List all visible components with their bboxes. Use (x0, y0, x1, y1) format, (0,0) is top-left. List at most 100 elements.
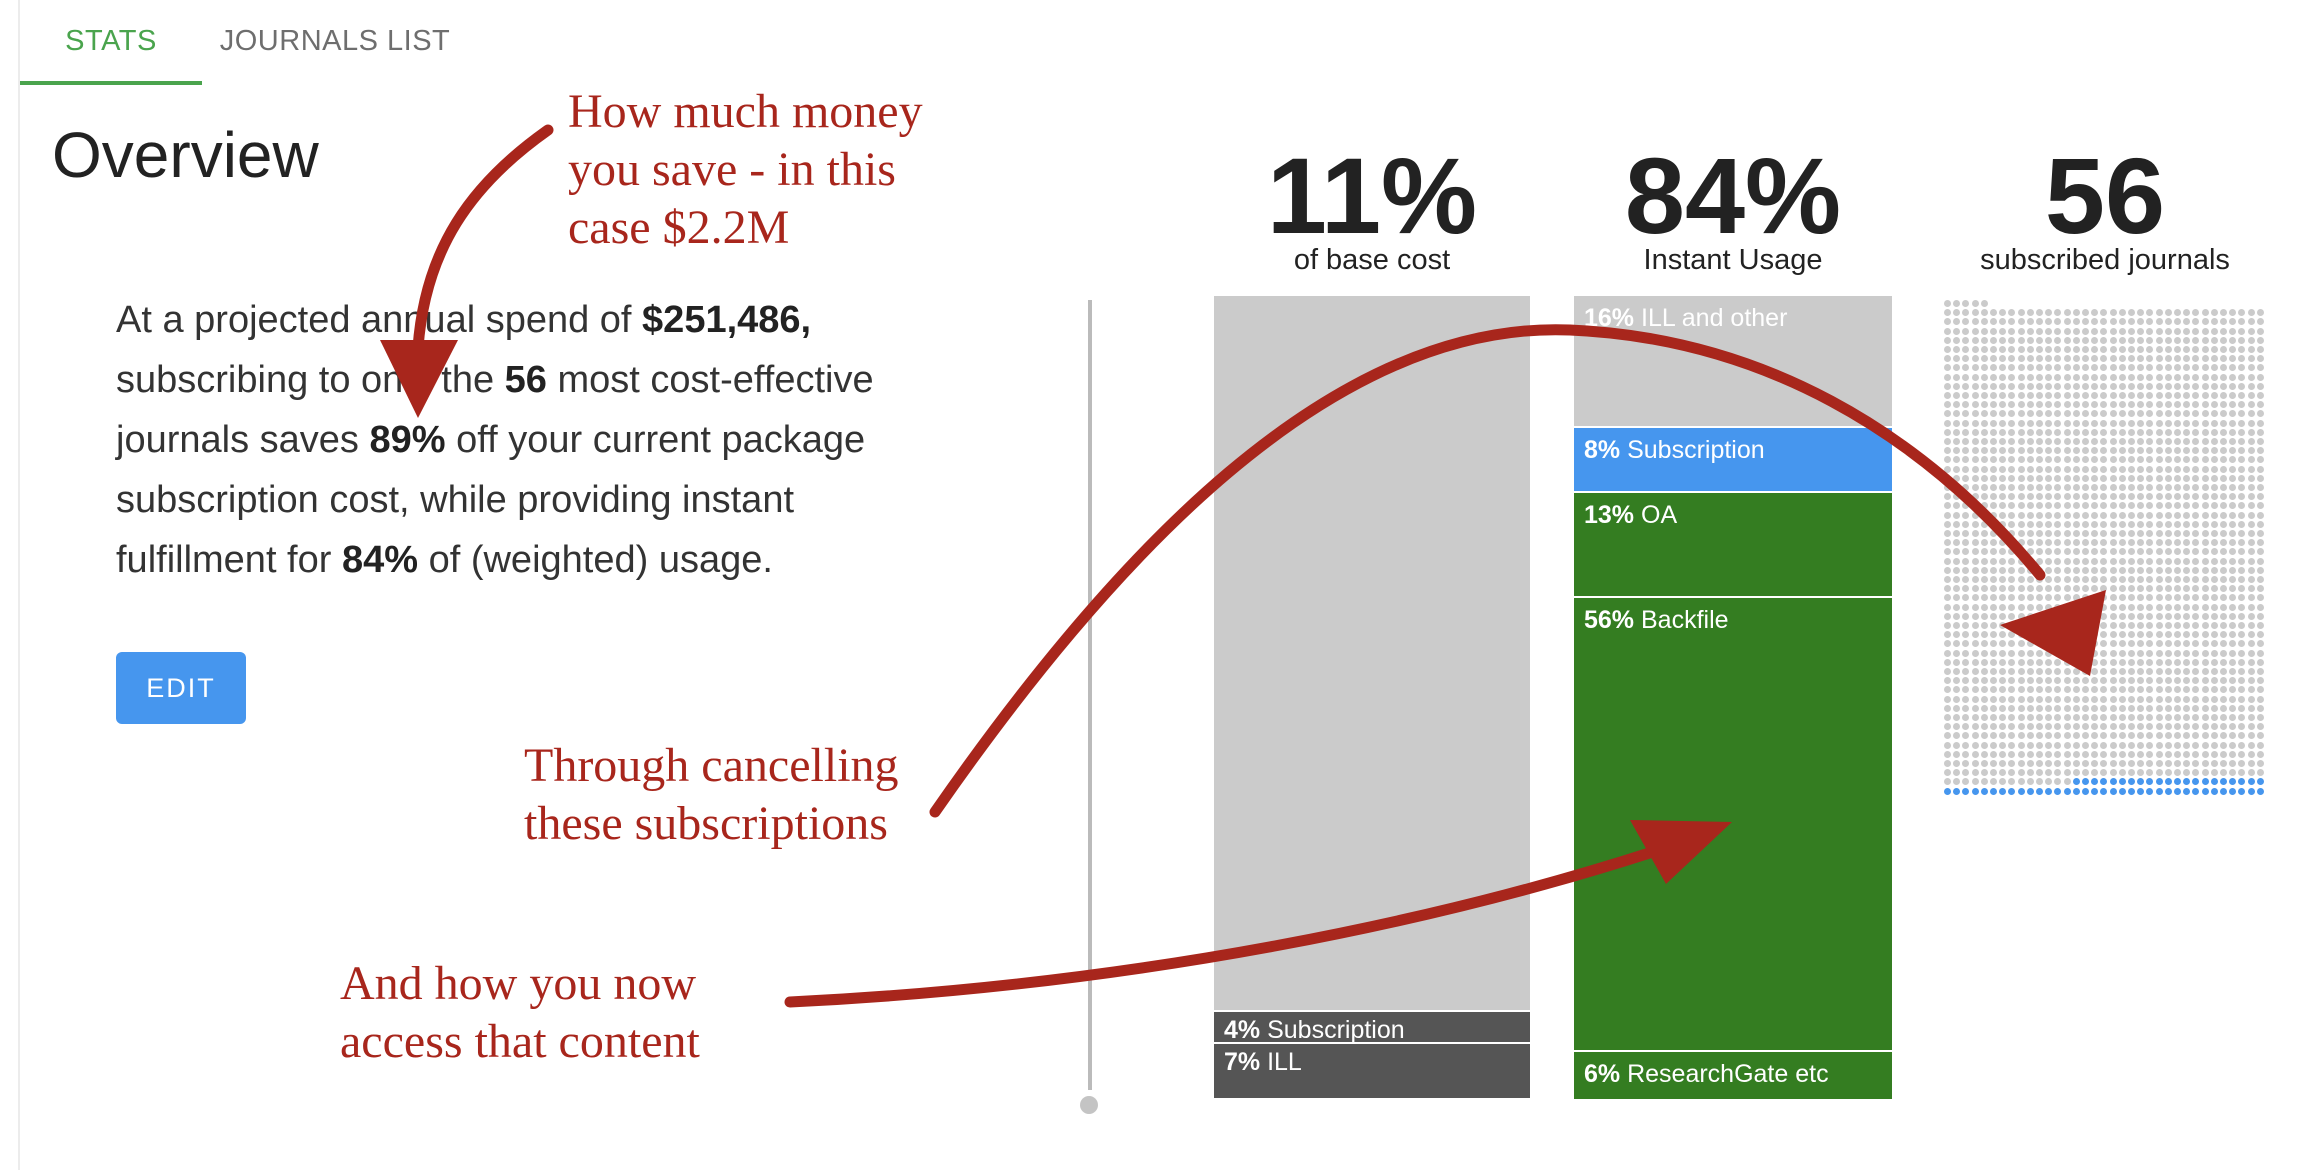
journal-dot (2128, 539, 2135, 547)
journal-dot (1980, 760, 1988, 767)
tab-journals-list[interactable]: JOURNALS LIST (219, 24, 451, 57)
journal-dot (2100, 640, 2108, 648)
journal-dot (2229, 566, 2237, 574)
journal-dot (2091, 318, 2099, 326)
journal-dot (2082, 548, 2089, 556)
journal-dot (1980, 778, 1988, 786)
journal-dot (2174, 704, 2181, 712)
journal-dot (1999, 392, 2007, 399)
journal-dot (2247, 741, 2255, 749)
journal-dot (2091, 465, 2099, 473)
journal-dot (2082, 318, 2089, 326)
journal-dot (2210, 484, 2218, 491)
journal-dot (2174, 355, 2181, 363)
journal-dot (2256, 410, 2264, 418)
journal-dot (1962, 640, 1970, 648)
journal-dot (2201, 520, 2209, 528)
journal-dot (2008, 336, 2016, 344)
journal-dot (2054, 741, 2062, 749)
journal-dot (1990, 392, 1997, 399)
journal-dot (2256, 401, 2264, 409)
journal-dot (1962, 474, 1970, 482)
journal-dot (2045, 594, 2053, 602)
journal-dot (2063, 336, 2071, 344)
timeline-track[interactable] (1088, 300, 1092, 1090)
journal-dot (2174, 447, 2181, 455)
journal-dot (2026, 778, 2034, 786)
journal-dot (2146, 327, 2154, 335)
journal-dot (2100, 585, 2108, 593)
journal-dot (2137, 309, 2145, 317)
usage-caption: Instant Usage (1643, 244, 1823, 276)
journal-dot (2201, 677, 2209, 685)
journal-dot (2174, 668, 2181, 675)
journal-dot (2210, 382, 2218, 390)
journal-dot (1999, 511, 2007, 519)
journal-dot (1990, 585, 1997, 593)
journal-dot (2017, 723, 2025, 731)
journal-dot (2192, 355, 2200, 363)
journal-dot (2247, 668, 2255, 675)
journal-dot (2247, 309, 2255, 317)
journal-dot (2072, 704, 2080, 712)
journal-dot (2109, 622, 2117, 629)
journal-dot (2063, 447, 2071, 455)
journal-dot (2091, 502, 2099, 510)
journal-dot (2183, 530, 2191, 537)
journal-dot (2146, 336, 2154, 344)
journal-dot (2164, 548, 2172, 556)
journal-dot (2091, 566, 2099, 574)
journal-dot (2026, 769, 2034, 777)
journal-dot (2183, 346, 2191, 353)
journal-dot (2118, 640, 2126, 648)
journal-dot (2164, 557, 2172, 565)
journal-dot (1971, 750, 1979, 758)
journal-dot (2174, 612, 2181, 620)
journal-dot (2036, 631, 2043, 639)
journal-dot (2128, 760, 2135, 767)
journal-dot (2174, 309, 2181, 317)
journal-dot (2008, 714, 2016, 721)
edit-button[interactable]: EDIT (116, 652, 246, 724)
journal-dot (1980, 714, 1988, 721)
journal-dot (2017, 686, 2025, 694)
journal-dot (2201, 603, 2209, 611)
journal-dot (2201, 695, 2209, 703)
journal-dot (1953, 594, 1961, 602)
journal-dot (2201, 309, 2209, 317)
journal-dot (2238, 438, 2246, 445)
journal-dot (1971, 419, 1979, 427)
journal-dot (2238, 428, 2246, 436)
journal-dot (2036, 668, 2043, 675)
journal-dot (1980, 336, 1988, 344)
journal-dot (2256, 677, 2264, 685)
journal-dot (2137, 778, 2145, 786)
journal-dot (1999, 769, 2007, 777)
journal-dot (2054, 382, 2062, 390)
journal-dot (2247, 419, 2255, 427)
journal-dot (2210, 704, 2218, 712)
journal-dot (1980, 576, 1988, 583)
journal-dot (1944, 640, 1951, 648)
journal-dot (1980, 502, 1988, 510)
journal-dot (2192, 769, 2200, 777)
journal-dot (2256, 750, 2264, 758)
journal-dot (2137, 530, 2145, 537)
journal-dot (2210, 474, 2218, 482)
tab-stats[interactable]: STATS (65, 24, 157, 57)
journal-dot (2036, 382, 2043, 390)
timeline-handle[interactable] (1080, 1096, 1098, 1114)
journal-dot (2017, 539, 2025, 547)
journal-dot (2238, 778, 2246, 786)
journal-dot (2026, 401, 2034, 409)
journal-dot (1990, 714, 1997, 721)
journal-dot (2008, 410, 2016, 418)
journal-dot (2100, 456, 2108, 464)
journal-dot (2146, 502, 2154, 510)
journal-dot (2137, 410, 2145, 418)
journal-dot (2091, 750, 2099, 758)
journal-dot (2238, 658, 2246, 666)
journal-dot (2210, 327, 2218, 335)
journal-dot (2238, 576, 2246, 583)
journal-dot (2109, 649, 2117, 657)
